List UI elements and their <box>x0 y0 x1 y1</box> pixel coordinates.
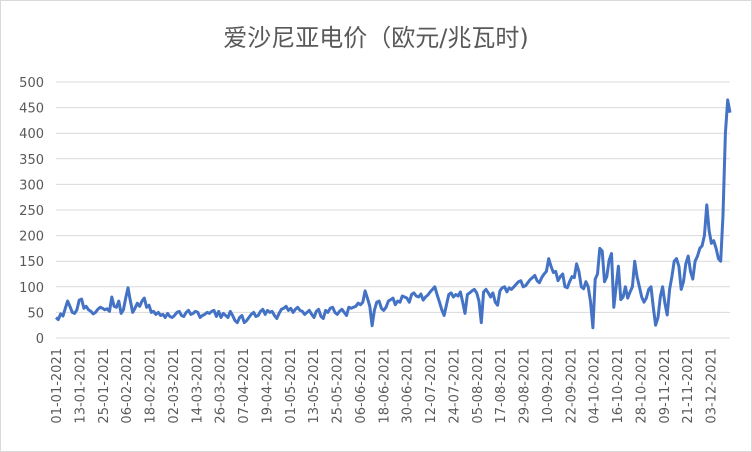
x-tick-label: 03-12-2021 <box>705 348 720 424</box>
x-tick-label: 30-06-2021 <box>401 348 416 424</box>
y-tick-label: 150 <box>19 255 44 270</box>
x-tick-label: 06-06-2021 <box>354 348 369 424</box>
x-tick-label: 06-02-2021 <box>120 348 135 424</box>
y-tick-label: 450 <box>19 102 44 117</box>
y-axis-ticks: 0 50 100 150 200 250 300 350 400 450 500 <box>19 76 44 347</box>
gridlines <box>56 81 730 339</box>
x-tick-label: 12-07-2021 <box>424 348 439 424</box>
x-tick-label: 17-08-2021 <box>494 348 509 424</box>
y-tick-label: 200 <box>19 230 44 245</box>
series-line <box>54 98 732 330</box>
x-tick-label: 18-02-2021 <box>144 348 159 424</box>
x-tick-label: 13-05-2021 <box>307 348 322 424</box>
x-tick-label: 26-03-2021 <box>214 348 229 424</box>
chart-title: 爱沙尼亚电价（欧元/兆瓦时) <box>223 24 529 52</box>
y-tick-label: 50 <box>27 306 44 321</box>
x-tick-label: 29-08-2021 <box>518 348 533 424</box>
series-lines <box>54 98 732 330</box>
x-tick-label: 01-05-2021 <box>284 348 299 424</box>
x-tick-label: 18-06-2021 <box>377 348 392 424</box>
x-tick-label: 14-03-2021 <box>190 348 205 424</box>
x-tick-label: 24-07-2021 <box>447 348 462 424</box>
x-axis-ticks: 01-01-2021 13-01-2021 25-01-2021 06-02-2021… <box>50 348 720 424</box>
x-tick-label: 07-04-2021 <box>237 348 252 424</box>
x-tick-label: 16-10-2021 <box>611 348 626 424</box>
y-tick-label: 0 <box>36 332 44 347</box>
x-tick-label: 01-01-2021 <box>50 348 65 424</box>
x-tick-label: 13-01-2021 <box>73 348 88 424</box>
y-tick-label: 400 <box>19 127 44 142</box>
y-tick-label: 500 <box>19 76 44 91</box>
x-tick-label: 02-03-2021 <box>167 348 182 424</box>
x-tick-label: 22-09-2021 <box>564 348 579 424</box>
y-tick-label: 250 <box>19 204 44 219</box>
x-tick-label: 05-08-2021 <box>471 348 486 424</box>
x-tick-label: 04-10-2021 <box>588 348 603 424</box>
y-tick-label: 100 <box>19 281 44 296</box>
x-tick-label: 25-01-2021 <box>97 348 112 424</box>
y-tick-label: 350 <box>19 153 44 168</box>
x-tick-label: 21-11-2021 <box>681 348 696 424</box>
x-tick-label: 25-05-2021 <box>331 348 346 424</box>
y-tick-label: 300 <box>19 178 44 193</box>
x-tick-label: 10-09-2021 <box>541 348 556 424</box>
x-tick-label: 09-11-2021 <box>658 348 673 424</box>
x-tick-label: 19-04-2021 <box>260 348 275 424</box>
x-tick-label: 28-10-2021 <box>634 348 649 424</box>
